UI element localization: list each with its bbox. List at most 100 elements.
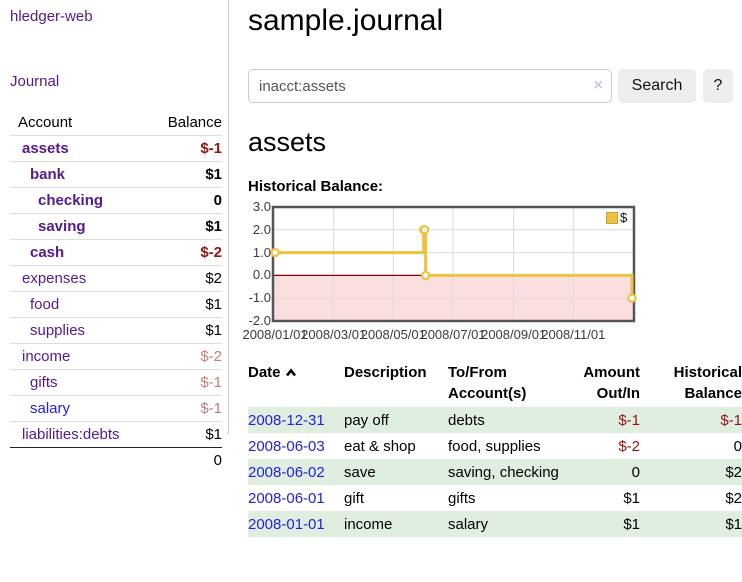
account-link[interactable]: bank [30,166,66,183]
account-balance: $-2 [145,239,222,266]
transaction-amount: $-2 [618,438,640,455]
y-axis-tick-label: 2.0 [252,221,271,237]
account-link[interactable]: supplies [30,322,86,339]
y-axis-tick-label: 0.0 [252,267,271,283]
account-balance: $1 [145,291,222,318]
account-balance: $-1 [145,369,222,396]
transaction-accounts: saving, checking [448,464,559,481]
register-header-accounts: To/From Account(s) [448,364,527,402]
transaction-date-link[interactable]: 2008-06-01 [248,490,325,507]
transaction-date-link[interactable]: 2008-06-02 [248,464,325,481]
account-link[interactable]: saving [38,218,86,235]
register-body: 2008-12-31 pay off debts $-1 $-1 2008-06-03 ea… [248,407,742,537]
x-axis-tick-label: 2008/07/01 [420,327,486,342]
transaction-balance: $2 [725,490,742,507]
account-link[interactable]: gifts [30,374,58,391]
register-header-amount: Amount Out/In [583,364,640,402]
journal-nav-link[interactable]: Journal [10,73,60,90]
x-axis-tick-label: 2008/11/01 [541,327,606,342]
account-link[interactable]: assets [22,140,69,157]
account-link[interactable]: cash [30,244,65,261]
account-balance: $-1 [145,395,222,422]
main-content: sample.journal × Search ? assets Histori… [242,0,742,537]
legend-swatch-icon [606,211,618,224]
account-row: saving $1 [10,213,222,240]
register-header-date[interactable]: Date [248,361,344,407]
transaction-row: 2008-01-01 income salary $1 $1 [248,511,742,537]
chart-title: Historical Balance: [248,178,384,195]
account-balance: $1 [145,421,222,448]
transaction-accounts: debts [448,412,485,429]
y-axis-tick-label: -2.0 [248,313,271,328]
account-row: supplies $1 [10,317,222,344]
page-title: sample.journal [248,4,444,37]
account-balance: $1 [145,317,222,344]
account-balance: $1 [145,161,222,188]
chart-canvas [270,205,637,323]
accounts-table: Account Balance assets $-1 bank $1 checking 0… [10,112,222,473]
transaction-date-link[interactable]: 2008-06-03 [248,438,325,455]
transaction-amount: 0 [631,464,640,481]
x-axis-tick-label: 2008/09/01 [481,327,547,342]
account-row: expenses $2 [10,265,222,292]
transaction-balance: $2 [725,464,742,481]
accounts-header-row: Account Balance [10,112,222,136]
x-axis-tick-label: 2008/03/01 [301,327,367,342]
transaction-row: 2008-06-01 gift gifts $1 $2 [248,485,742,511]
account-row: cash $-2 [10,239,222,266]
transaction-balance: 0 [733,438,742,455]
search-input[interactable] [248,69,612,103]
account-row: salary $-1 [10,395,222,422]
search-form: × Search ? [248,69,742,103]
transaction-date-link[interactable]: 2008-01-01 [248,516,325,533]
accounts-total-balance: 0 [145,447,222,473]
account-row: gifts $-1 [10,369,222,396]
account-row: income $-2 [10,343,222,370]
transaction-description: gift [344,490,365,507]
account-link[interactable]: liabilities:debts [22,426,120,443]
transaction-row: 2008-06-03 eat & shop food, supplies $-2 0 [248,433,742,459]
account-link[interactable]: salary [30,400,71,417]
account-balance: $2 [145,265,222,292]
register-table: Date Description To/From Account(s) Amoun… [248,361,742,537]
legend-label: $ [620,210,628,225]
account-link[interactable]: food [30,296,60,313]
transaction-row: 2008-12-31 pay off debts $-1 $-1 [248,407,742,433]
transaction-accounts: gifts [448,490,476,507]
y-axis-tick-label: 3.0 [252,199,271,214]
app-title: hledger-web [10,8,93,25]
transaction-amount: $1 [623,490,640,507]
account-balance: $-2 [145,343,222,370]
transaction-date-link[interactable]: 2008-12-31 [248,412,325,429]
accounts-body: assets $-1 bank $1 checking 0 saving $1 cash $-2 e… [10,135,222,448]
transaction-accounts: food, supplies [448,438,541,455]
transaction-row: 2008-06-02 save saving, checking 0 $2 [248,459,742,485]
transaction-amount: $1 [623,516,640,533]
transaction-balance: $-1 [720,412,742,429]
sidebar: hledger-web Journal Account Balance asse… [0,0,229,473]
account-row: checking 0 [10,187,222,214]
transaction-accounts: salary [448,516,489,533]
account-link[interactable]: expenses [22,270,87,287]
transaction-description: eat & shop [344,438,416,455]
y-axis-tick-label: 1.0 [252,244,271,260]
register-header-description: Description [344,364,427,381]
account-link[interactable]: checking [38,192,104,209]
account-heading: assets [248,127,327,157]
x-axis-tick-label: 2008/01/01 [242,327,308,342]
transaction-description: pay off [344,412,389,429]
accounts-header-account: Account [18,114,73,131]
account-row: bank $1 [10,161,222,188]
account-row: liabilities:debts $1 [10,421,222,448]
transaction-description: income [344,516,393,533]
register-header-balance: Historical Balance [673,364,742,402]
register-header-row: Date Description To/From Account(s) Amoun… [248,361,742,407]
chart-legend: $ [604,209,630,226]
help-button[interactable]: ? [703,69,733,103]
account-balance: $-1 [145,135,222,162]
account-row: assets $-1 [10,135,222,162]
account-link[interactable]: income [22,348,71,365]
search-button[interactable]: Search [618,69,696,103]
transaction-description: save [344,464,376,481]
clear-search-icon[interactable]: × [593,77,603,94]
